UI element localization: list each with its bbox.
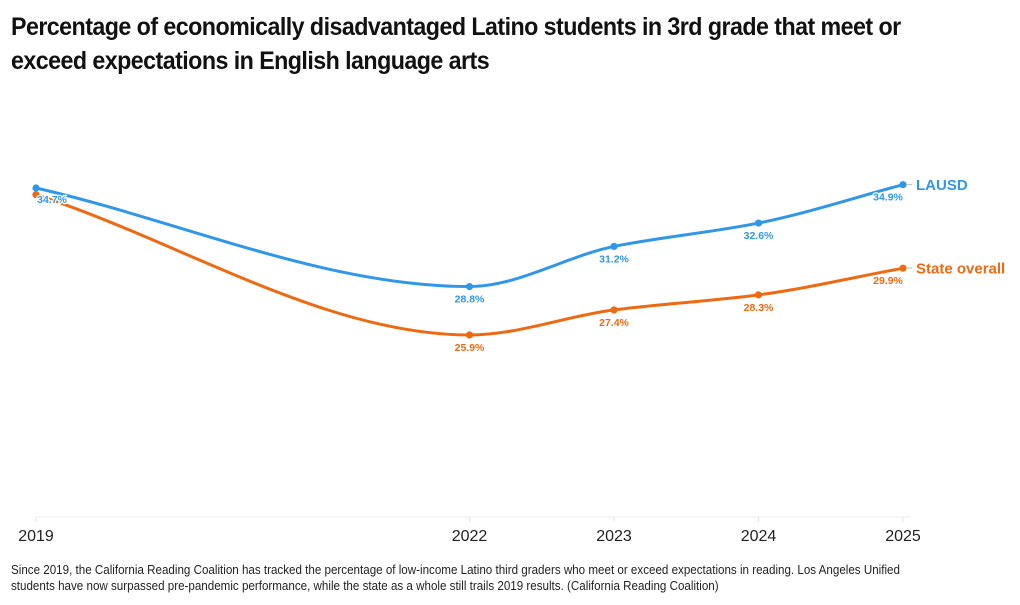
data-label: 34.9% — [873, 192, 903, 204]
x-tick-label: 2022 — [452, 528, 488, 545]
data-label: 28.8% — [455, 294, 485, 306]
x-tick-label: 2023 — [596, 528, 632, 545]
series-layer: 25.9% 27.4% 28.3% 29.9% State overall 34.7% 28… — [32, 177, 1005, 355]
series-line — [34, 193, 905, 337]
data-point[interactable] — [610, 306, 618, 314]
data-point[interactable] — [465, 331, 474, 339]
series-name-label: State overall — [916, 261, 1005, 278]
data-point[interactable] — [32, 184, 40, 192]
data-label: 28.3% — [744, 302, 774, 314]
series-line — [34, 183, 905, 289]
data-label: 25.9% — [455, 342, 485, 354]
data-label: 27.4% — [599, 317, 629, 329]
data-label: 31.2% — [599, 253, 629, 265]
series-name-label: LAUSD — [916, 177, 968, 194]
data-label: 29.9% — [873, 275, 903, 287]
series-lausd: 34.7% 28.8% 31.2% 32.6% 34.9% LAUSD — [32, 177, 968, 307]
data-point[interactable] — [32, 191, 40, 199]
x-tick-label: 2024 — [741, 528, 777, 545]
data-label: 34.7% — [37, 194, 67, 206]
data-point[interactable] — [754, 219, 763, 227]
data-point[interactable] — [899, 264, 907, 272]
data-point[interactable] — [754, 291, 763, 299]
data-label: 32.6% — [744, 230, 774, 242]
x-axis-ticks: 2019 2022 2023 2024 2025 — [18, 517, 921, 545]
data-point[interactable] — [465, 282, 474, 291]
chart-footnote: Since 2019, the California Reading Coali… — [11, 562, 900, 593]
x-tick-label: 2019 — [18, 528, 54, 545]
x-tick-label: 2025 — [885, 528, 921, 545]
chart-title: Percentage of economically disadvantaged… — [11, 13, 901, 75]
data-point[interactable] — [610, 242, 618, 251]
data-point[interactable] — [899, 181, 907, 189]
series-state-overall: 25.9% 27.4% 28.3% 29.9% State overall — [32, 191, 1005, 355]
